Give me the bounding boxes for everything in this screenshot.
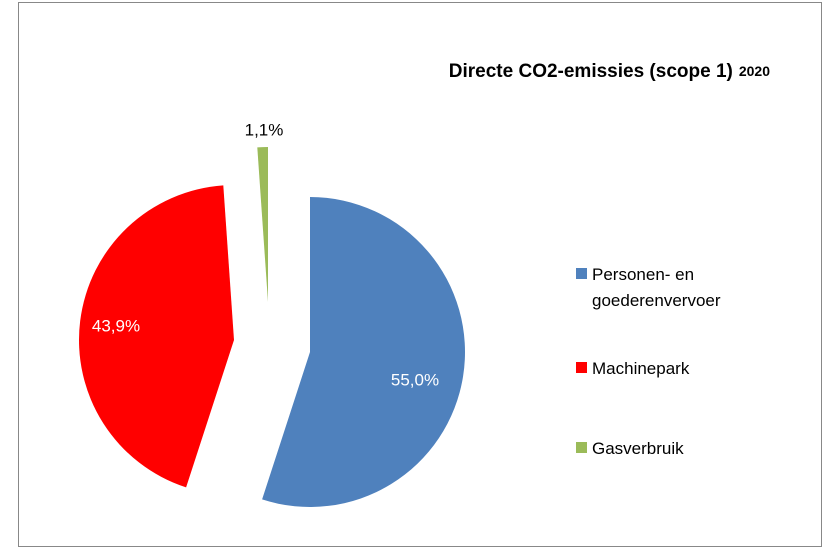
legend-item: Machinepark — [576, 356, 806, 382]
legend-item: Gasverbruik — [576, 436, 806, 462]
legend-swatch — [576, 362, 587, 373]
chart-title: Directe CO2-emissies (scope 1) — [449, 61, 733, 82]
legend-label: Machinepark — [592, 359, 690, 378]
data-label: 55,0% — [391, 370, 439, 389]
pie-slice — [257, 147, 268, 302]
legend-label: Personen- en goederenvervoer — [592, 265, 721, 310]
chart-title-group: Directe CO2-emissies (scope 1) 2020 — [449, 61, 770, 82]
legend-swatch — [576, 442, 587, 453]
data-label: 1,1% — [245, 120, 284, 139]
chart-subtitle: 2020 — [739, 63, 770, 79]
legend-label: Gasverbruik — [592, 439, 684, 458]
data-label: 43,9% — [92, 316, 140, 335]
pie-slice — [78, 185, 234, 488]
pie-slice — [262, 197, 465, 508]
legend-swatch — [576, 268, 587, 279]
legend-item: Personen- en goederenvervoer — [576, 262, 806, 314]
